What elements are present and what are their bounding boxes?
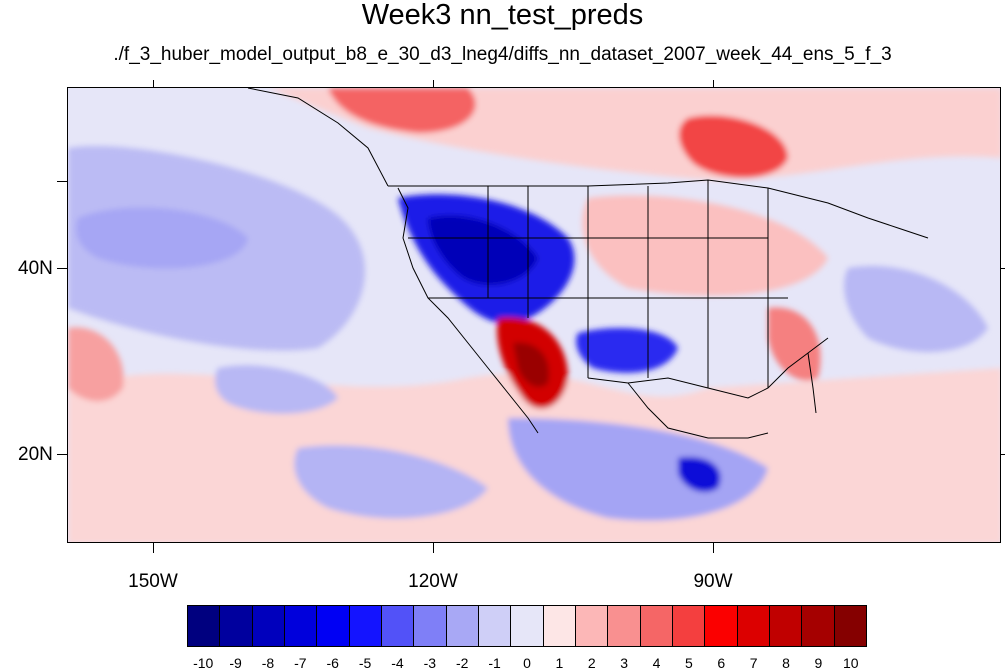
lon-label-150w: 150W: [128, 571, 178, 592]
midwest-pink: [582, 195, 828, 296]
colorbar-label: -8: [261, 655, 275, 671]
colorbar-label: 5: [684, 655, 693, 671]
colorbar-label: -6: [326, 655, 339, 671]
lat-tick: [57, 181, 67, 182]
lat-tick: [1001, 268, 1005, 269]
colorbar: [187, 605, 867, 647]
colorbar-label: -7: [294, 655, 307, 671]
map-title: Week3 nn_test_preds: [361, 0, 644, 31]
colorbar-cell: [220, 606, 253, 646]
lon-tick: [433, 80, 434, 87]
colorbar-label: -4: [391, 655, 404, 671]
atlantic-blue: [844, 266, 988, 352]
colorbar-label: -10: [193, 655, 214, 671]
southeast-pacific-blue: [294, 445, 488, 519]
colorbar-label: 9: [814, 655, 823, 671]
texas-blue: [576, 328, 678, 373]
colorbar-label: -1: [488, 655, 501, 671]
colorbar-label: 8: [782, 655, 790, 671]
colorbar-cell: [414, 606, 447, 646]
colorbar-label: -5: [358, 655, 372, 671]
colorbar-cell: [575, 606, 609, 646]
lon-tick: [433, 543, 434, 553]
colorbar-cell: [252, 606, 285, 646]
lon-label-120w: 120W: [408, 571, 458, 592]
mexico-blue: [508, 418, 768, 521]
red-area-ne: [678, 115, 788, 178]
colorbar-cell: [608, 606, 641, 646]
lon-label-90w: 90W: [693, 571, 733, 592]
lon-tick: [153, 80, 154, 87]
coastlines-and-borders: [247, 88, 929, 439]
colorbar-label: 1: [555, 655, 564, 671]
southwest-red-core: [513, 342, 549, 388]
colorbar-cell: [446, 606, 479, 646]
map-subtitle: ./f_3_huber_model_output_b8_e_30_d3_lneg…: [113, 44, 892, 65]
colorbar-label: 2: [587, 655, 596, 671]
colorbar-cell: [284, 606, 318, 646]
colorbar-cell: [834, 606, 866, 646]
east-pacific-blue: [215, 365, 338, 414]
lon-tick: [153, 543, 154, 553]
colorbar-cell: [640, 606, 673, 646]
colorbar-cell: [737, 606, 770, 646]
colorbar-label: 4: [652, 655, 661, 671]
central-america-blue: [678, 457, 721, 493]
lon-tick: [713, 543, 714, 553]
lat-tick: [57, 268, 67, 269]
colorbar-cell: [705, 606, 738, 646]
colorbar-label: 3: [620, 655, 629, 671]
colorbar-cell: [511, 606, 544, 646]
colorbar-label: 0: [523, 655, 531, 671]
colorbar-label: -2: [456, 655, 469, 671]
map-plot-area: [67, 87, 1001, 543]
colorbar-cell: [672, 606, 706, 646]
lat-tick: [1001, 454, 1005, 455]
colorbar-cell: [802, 606, 835, 646]
pacific-blue-low: [68, 146, 366, 351]
colorbar-cell: [381, 606, 415, 646]
colorbar-cell: [478, 606, 512, 646]
colorbar-cell: [349, 606, 382, 646]
colorbar-cell: [188, 606, 221, 646]
lon-tick: [713, 80, 714, 87]
colorbar-cell: [543, 606, 576, 646]
colorbar-cell: [769, 606, 803, 646]
lat-label-20n: 20N: [18, 444, 53, 465]
colorbar-label: -9: [229, 655, 242, 671]
colorbar-label: -3: [423, 655, 437, 671]
western-us-blue-core: [428, 215, 538, 286]
east-pacific-red: [68, 327, 124, 402]
lat-label-40n: 40N: [18, 258, 53, 279]
red-area-nw: [328, 88, 476, 133]
lat-tick: [57, 454, 67, 455]
colorbar-label: 10: [843, 655, 859, 671]
anomaly-field: [68, 88, 1000, 542]
southeast-red: [768, 307, 821, 381]
colorbar-label: 7: [749, 655, 758, 671]
colorbar-label: 6: [717, 655, 726, 671]
colorbar-cell: [317, 606, 350, 646]
